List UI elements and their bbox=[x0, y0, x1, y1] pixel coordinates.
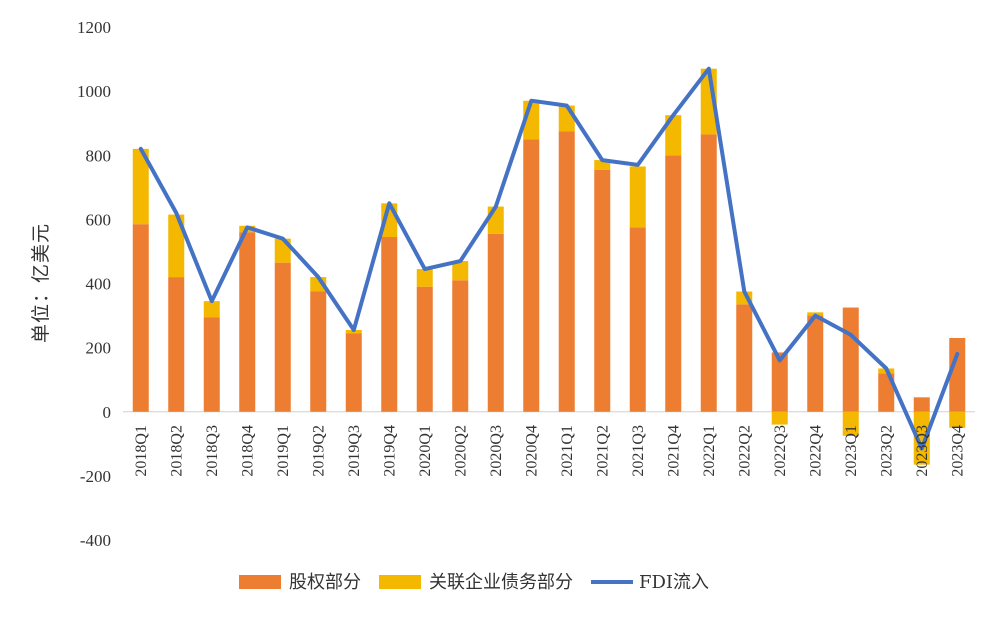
bar-segment bbox=[168, 214, 185, 278]
x-tick-label: 2019Q1 bbox=[275, 425, 292, 477]
bar-segment bbox=[132, 224, 149, 412]
y-tick-label: 1200 bbox=[77, 18, 111, 37]
x-tick-label: 2020Q4 bbox=[523, 425, 540, 477]
y-axis-ticks: 1200 1000 800 600 400 200 0 -200 -400 bbox=[77, 18, 111, 550]
x-tick-label: 2018Q2 bbox=[168, 425, 185, 477]
fdi-line-path bbox=[138, 66, 960, 451]
x-tick-label: 2020Q2 bbox=[452, 425, 469, 477]
x-tick-label: 2019Q2 bbox=[310, 425, 327, 477]
x-tick-label: 2021Q2 bbox=[594, 425, 611, 477]
bar-segment bbox=[807, 315, 824, 412]
bar-segment bbox=[913, 397, 930, 412]
legend-swatch bbox=[379, 575, 421, 589]
legend: 股权部分 关联企业债务部分 FDI流入 bbox=[239, 572, 709, 593]
bar-segment bbox=[203, 301, 220, 318]
bar-segment bbox=[310, 291, 327, 412]
bar-segment bbox=[771, 352, 788, 412]
bar-segment bbox=[594, 160, 611, 170]
x-tick-label: 2019Q4 bbox=[381, 425, 398, 477]
x-tick-label: 2022Q3 bbox=[772, 425, 789, 477]
bar-segment bbox=[381, 237, 398, 412]
x-tick-label: 2018Q4 bbox=[239, 425, 256, 477]
bar-segment bbox=[558, 105, 575, 132]
bar-segment bbox=[842, 307, 859, 412]
x-tick-label: 2020Q1 bbox=[417, 425, 434, 477]
x-tick-label: 2023Q1 bbox=[843, 425, 860, 477]
bar-segment bbox=[203, 317, 220, 412]
x-tick-label: 2022Q2 bbox=[736, 425, 753, 477]
bar-segment bbox=[558, 131, 575, 412]
bar-segment bbox=[629, 166, 646, 228]
y-tick-label: 200 bbox=[86, 339, 112, 358]
x-tick-label: 2020Q3 bbox=[488, 425, 505, 477]
y-tick-label: -400 bbox=[80, 531, 111, 550]
x-tick-label: 2021Q1 bbox=[559, 425, 576, 477]
y-tick-label: 1000 bbox=[77, 82, 111, 101]
bar-segment bbox=[665, 115, 682, 156]
x-tick-label: 2019Q3 bbox=[346, 425, 363, 477]
bar-segment bbox=[487, 206, 504, 234]
y-tick-label: -200 bbox=[80, 467, 111, 486]
x-tick-label: 2023Q2 bbox=[878, 425, 895, 477]
bar-segment bbox=[949, 411, 966, 428]
x-tick-label: 2021Q4 bbox=[665, 425, 682, 477]
legend-label: 关联企业债务部分 bbox=[429, 572, 573, 593]
bar-segment bbox=[523, 139, 540, 412]
legend-label: 股权部分 bbox=[289, 572, 361, 593]
fdi-line bbox=[138, 66, 960, 451]
bars bbox=[132, 68, 966, 465]
y-tick-label: 400 bbox=[86, 275, 112, 294]
y-axis-label: 单位：亿美元 bbox=[30, 223, 52, 343]
y-tick-label: 0 bbox=[103, 403, 112, 422]
legend-swatch bbox=[239, 575, 281, 589]
bar-segment bbox=[452, 261, 469, 281]
bar-segment bbox=[665, 155, 682, 412]
legend-label: FDI流入 bbox=[639, 572, 709, 593]
bar-segment bbox=[132, 148, 149, 225]
x-tick-label: 2018Q3 bbox=[204, 425, 221, 477]
bar-segment bbox=[913, 411, 930, 465]
bar-segment bbox=[629, 227, 646, 412]
bar-segment bbox=[700, 134, 717, 412]
bar-segment bbox=[239, 232, 256, 412]
bar-segment bbox=[274, 262, 291, 412]
x-tick-label: 2018Q1 bbox=[133, 425, 150, 477]
bar-segment bbox=[345, 333, 362, 412]
bar-segment bbox=[416, 269, 433, 287]
bar-segment bbox=[168, 277, 185, 412]
bar-segment bbox=[842, 411, 859, 436]
bar-segment bbox=[487, 233, 504, 412]
bar-segment bbox=[949, 338, 966, 412]
x-tick-label: 2023Q3 bbox=[914, 425, 931, 477]
x-tick-label: 2021Q3 bbox=[630, 425, 647, 477]
x-tick-label: 2022Q1 bbox=[701, 425, 718, 477]
bar-segment bbox=[594, 169, 611, 412]
bar-segment bbox=[416, 286, 433, 412]
x-tick-label: 2023Q4 bbox=[949, 425, 966, 477]
bar-segment bbox=[771, 411, 788, 425]
y-tick-label: 800 bbox=[86, 146, 112, 165]
y-tick-label: 600 bbox=[86, 210, 112, 229]
bar-segment bbox=[452, 280, 469, 412]
bar-segment bbox=[736, 304, 753, 412]
x-tick-label: 2022Q4 bbox=[807, 425, 824, 477]
x-axis-ticks: 2018Q1 2018Q2 2018Q3 2018Q4 2019Q1 2019Q2 2019… bbox=[133, 425, 967, 477]
bar-segment bbox=[878, 373, 895, 412]
